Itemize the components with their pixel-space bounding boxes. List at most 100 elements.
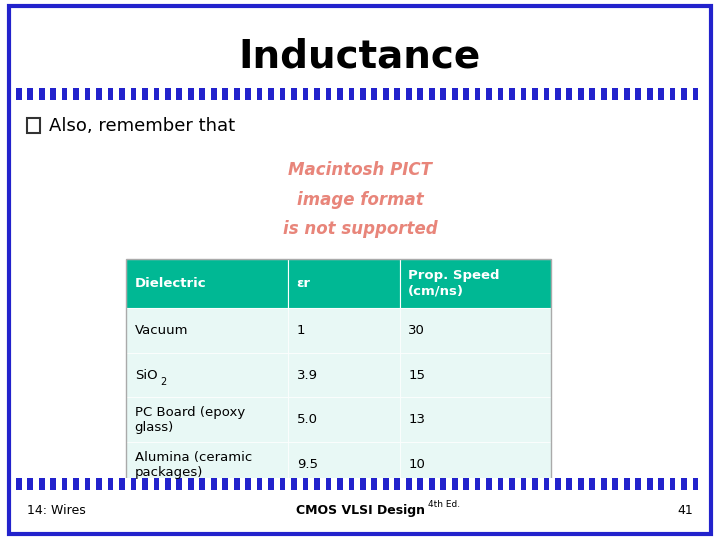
Bar (423, 478, 429, 490)
Bar (269, 88, 274, 100)
Bar (584, 478, 590, 490)
Bar (457, 88, 463, 100)
Bar (331, 88, 337, 100)
Bar (664, 478, 670, 490)
Bar (302, 478, 308, 490)
Bar (68, 478, 73, 490)
Text: 3.9: 3.9 (297, 368, 318, 382)
Bar (641, 478, 647, 490)
Bar (205, 88, 211, 100)
Bar (285, 88, 291, 100)
Bar (509, 478, 515, 490)
Text: Alumina (ceramic
packages): Alumina (ceramic packages) (135, 451, 252, 478)
Bar (142, 88, 148, 100)
Bar (572, 478, 578, 490)
Bar (27, 88, 33, 100)
Bar (555, 478, 561, 490)
Bar (331, 478, 337, 490)
Bar (130, 88, 136, 100)
Bar (194, 478, 199, 490)
Bar (302, 88, 308, 100)
Text: 41: 41 (677, 504, 693, 517)
Bar (308, 88, 314, 100)
Bar (279, 478, 285, 490)
Bar (446, 478, 451, 490)
Bar (320, 478, 325, 490)
Bar (418, 88, 423, 100)
Bar (165, 88, 171, 100)
Bar (107, 88, 113, 100)
Bar (451, 88, 457, 100)
Bar (595, 478, 601, 490)
Bar (435, 478, 441, 490)
Bar (288, 353, 400, 397)
Bar (291, 88, 297, 100)
Bar (240, 478, 246, 490)
Bar (126, 353, 288, 397)
Bar (429, 478, 435, 490)
Bar (119, 88, 125, 100)
Bar (590, 478, 595, 490)
Bar (39, 88, 45, 100)
Text: is not supported: is not supported (283, 220, 437, 239)
Bar (601, 88, 607, 100)
Text: 1: 1 (297, 323, 305, 337)
Bar (91, 88, 96, 100)
Bar (377, 88, 383, 100)
Bar (389, 88, 395, 100)
Bar (126, 442, 288, 487)
Text: 10: 10 (408, 458, 425, 471)
Bar (395, 88, 400, 100)
Bar (635, 478, 641, 490)
Bar (102, 88, 107, 100)
Bar (486, 88, 492, 100)
Bar (400, 353, 551, 397)
Bar (423, 88, 429, 100)
Bar (544, 478, 549, 490)
Bar (670, 88, 675, 100)
Bar (561, 478, 567, 490)
Bar (681, 478, 687, 490)
Bar (474, 88, 480, 100)
Bar (288, 259, 400, 308)
Bar (521, 478, 526, 490)
Bar (159, 88, 165, 100)
Bar (675, 88, 681, 100)
Bar (113, 88, 119, 100)
Bar (469, 88, 474, 100)
Bar (85, 88, 91, 100)
Bar (188, 88, 194, 100)
Bar (257, 478, 263, 490)
Bar (652, 88, 658, 100)
Bar (222, 88, 228, 100)
Text: Macintosh PICT: Macintosh PICT (288, 161, 432, 179)
Bar (629, 478, 635, 490)
Bar (698, 478, 704, 490)
Bar (199, 88, 205, 100)
Bar (91, 478, 96, 490)
Bar (693, 478, 698, 490)
Bar (412, 478, 418, 490)
Bar (372, 88, 377, 100)
Bar (521, 88, 526, 100)
Bar (119, 478, 125, 490)
Bar (182, 88, 188, 100)
Bar (567, 478, 572, 490)
Bar (590, 88, 595, 100)
Bar (257, 88, 263, 100)
Bar (194, 88, 199, 100)
Bar (343, 478, 348, 490)
Text: Vacuum: Vacuum (135, 323, 188, 337)
Bar (165, 478, 171, 490)
Bar (130, 478, 136, 490)
Text: SiO: SiO (135, 368, 157, 382)
Bar (635, 88, 641, 100)
Bar (153, 88, 159, 100)
Bar (228, 88, 234, 100)
Bar (148, 478, 153, 490)
Bar (687, 88, 693, 100)
Bar (314, 478, 320, 490)
Bar (205, 478, 211, 490)
Bar (33, 478, 39, 490)
Bar (263, 478, 269, 490)
